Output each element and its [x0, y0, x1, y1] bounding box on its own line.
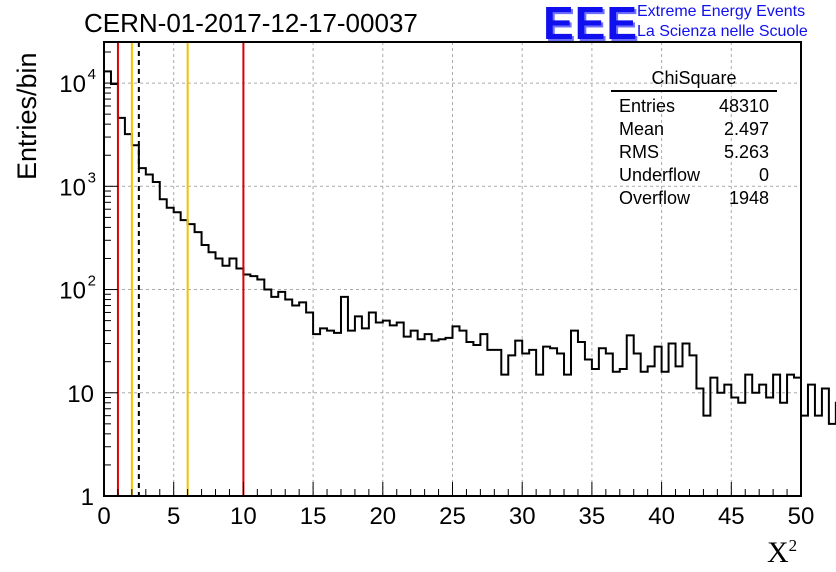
stats-row-mean: Mean 2.497	[611, 118, 777, 141]
histogram-outline	[103, 70, 836, 496]
grid-lines	[104, 42, 801, 496]
y-tick-label: 10	[59, 71, 86, 98]
stats-label: RMS	[619, 142, 659, 162]
logo-line-1: Extreme Energy Events	[637, 3, 806, 20]
y-tick-label-exponent: 2	[88, 273, 96, 290]
x-tick-label: 35	[579, 503, 606, 530]
y-tick-label: 1	[81, 484, 94, 511]
stats-value: 5.263	[723, 142, 769, 162]
stats-row-overflow: Overflow 1948	[611, 187, 777, 210]
x-tick-label: 5	[167, 503, 180, 530]
y-axis-label: Entries/bin	[12, 52, 42, 180]
x-tick-label: 40	[648, 503, 675, 530]
stats-label: Overflow	[619, 188, 691, 208]
x-tick-label: 45	[718, 503, 745, 530]
stats-title: ChiSquare	[611, 68, 777, 92]
stats-label: Mean	[619, 119, 665, 139]
x-axis-label-exponent: 2	[788, 536, 798, 555]
stats-label: Underflow	[619, 165, 701, 185]
stats-value: 1948	[728, 188, 769, 208]
y-tick-label: 10	[59, 174, 86, 201]
y-tick-label-exponent: 3	[88, 169, 96, 186]
x-tick-label: 0	[97, 503, 110, 530]
x-axis-label-base: X	[767, 536, 789, 569]
stats-value: 2.497	[723, 119, 769, 139]
stats-box: ChiSquare Entries 48310 Mean 2.497 RMS 5.26…	[611, 68, 777, 210]
stats-row-entries: Entries 48310	[611, 95, 777, 118]
x-axis-label: X2	[767, 536, 797, 570]
x-tick-label: 10	[230, 503, 257, 530]
logo-line-2: La Scienza nelle Scuole	[637, 23, 808, 40]
x-tick-label: 25	[439, 503, 466, 530]
x-tick-label: 50	[788, 503, 815, 530]
logo-mark: EEE	[543, 0, 639, 49]
y-tick-label: 10	[67, 381, 94, 408]
stats-value: 0	[758, 165, 769, 185]
stats-value: 48310	[718, 96, 769, 116]
stats-row-underflow: Underflow 0	[611, 164, 777, 187]
threshold-lines	[116, 42, 245, 496]
x-tick-label: 20	[369, 503, 396, 530]
plot-title: CERN-01-2017-12-17-00037	[84, 8, 418, 38]
histogram-series	[103, 70, 836, 496]
x-tick-label: 30	[509, 503, 536, 530]
x-tick-label: 15	[300, 503, 327, 530]
y-tick-label-exponent: 4	[88, 66, 96, 83]
axis-ticks	[103, 51, 802, 497]
stats-row-rms: RMS 5.263	[611, 141, 777, 164]
y-tick-label: 10	[59, 278, 86, 305]
stats-label: Entries	[619, 96, 676, 116]
